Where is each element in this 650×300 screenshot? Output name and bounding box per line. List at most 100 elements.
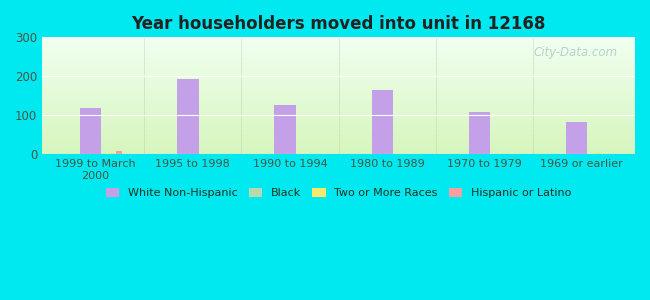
Bar bbox=[42, 142, 635, 143]
Bar bbox=[42, 89, 635, 90]
Bar bbox=[42, 37, 635, 38]
Bar bbox=[177, 79, 199, 154]
Bar bbox=[42, 47, 635, 48]
Bar bbox=[42, 152, 635, 153]
Bar bbox=[42, 86, 635, 87]
Bar bbox=[42, 83, 635, 84]
Bar bbox=[42, 59, 635, 60]
Bar bbox=[42, 121, 635, 122]
Bar bbox=[42, 88, 635, 89]
Bar bbox=[42, 138, 635, 139]
Bar bbox=[42, 45, 635, 46]
Bar bbox=[42, 124, 635, 125]
Bar bbox=[42, 97, 635, 98]
Text: City-Data.com: City-Data.com bbox=[533, 46, 618, 59]
Bar bbox=[42, 153, 635, 154]
Bar bbox=[42, 72, 635, 73]
Bar bbox=[42, 106, 635, 107]
Bar bbox=[42, 94, 635, 95]
Bar bbox=[42, 63, 635, 64]
Bar bbox=[42, 141, 635, 142]
Bar bbox=[42, 58, 635, 59]
Bar bbox=[42, 50, 635, 51]
Bar bbox=[42, 69, 635, 70]
Bar bbox=[42, 61, 635, 62]
Bar bbox=[42, 107, 635, 108]
Bar bbox=[42, 91, 635, 92]
Bar bbox=[42, 42, 635, 43]
Bar bbox=[42, 75, 635, 76]
Bar bbox=[42, 62, 635, 63]
Bar bbox=[42, 93, 635, 94]
Bar bbox=[42, 64, 635, 65]
Bar bbox=[42, 67, 635, 68]
Bar bbox=[42, 131, 635, 132]
Bar bbox=[42, 114, 635, 115]
Bar bbox=[42, 46, 635, 47]
Bar bbox=[42, 105, 635, 106]
Bar bbox=[42, 139, 635, 140]
Title: Year householders moved into unit in 12168: Year householders moved into unit in 121… bbox=[131, 15, 546, 33]
Bar bbox=[42, 145, 635, 146]
Bar bbox=[42, 41, 635, 42]
Bar bbox=[42, 146, 635, 147]
Bar bbox=[42, 90, 635, 91]
Bar bbox=[42, 60, 635, 61]
Bar bbox=[42, 144, 635, 145]
Bar bbox=[42, 103, 635, 104]
Bar bbox=[42, 71, 635, 72]
Bar bbox=[109, 153, 115, 154]
Bar bbox=[42, 49, 635, 50]
Bar bbox=[42, 56, 635, 57]
Bar bbox=[42, 84, 635, 85]
Bar bbox=[42, 135, 635, 136]
Bar bbox=[42, 80, 635, 81]
Bar bbox=[42, 101, 635, 102]
Bar bbox=[42, 92, 635, 93]
Bar bbox=[42, 108, 635, 109]
Bar bbox=[42, 109, 635, 110]
Bar bbox=[42, 128, 635, 129]
Bar bbox=[42, 44, 635, 45]
Bar bbox=[42, 126, 635, 127]
Bar bbox=[42, 104, 635, 105]
Bar bbox=[42, 123, 635, 124]
Bar bbox=[116, 151, 122, 154]
Bar bbox=[42, 68, 635, 69]
Bar bbox=[42, 111, 635, 112]
Bar bbox=[274, 105, 296, 154]
Bar bbox=[42, 51, 635, 52]
Bar bbox=[42, 39, 635, 40]
Bar bbox=[42, 65, 635, 66]
Bar bbox=[42, 81, 635, 82]
Bar bbox=[42, 119, 635, 120]
Bar bbox=[42, 96, 635, 97]
Bar bbox=[42, 102, 635, 103]
Bar bbox=[42, 132, 635, 133]
Bar bbox=[42, 48, 635, 49]
Bar bbox=[42, 148, 635, 149]
Bar bbox=[42, 143, 635, 144]
Bar bbox=[42, 74, 635, 75]
Bar bbox=[42, 53, 635, 54]
Bar bbox=[42, 129, 635, 130]
Bar bbox=[42, 95, 635, 96]
Bar bbox=[42, 115, 635, 116]
Bar bbox=[42, 82, 635, 83]
Bar bbox=[42, 112, 635, 113]
Bar bbox=[42, 116, 635, 117]
Bar bbox=[42, 147, 635, 148]
Bar bbox=[42, 57, 635, 58]
Bar bbox=[42, 66, 635, 67]
Bar bbox=[42, 125, 635, 126]
Bar bbox=[42, 78, 635, 79]
Bar bbox=[42, 150, 635, 151]
Bar bbox=[42, 130, 635, 131]
Bar bbox=[42, 140, 635, 141]
Bar bbox=[42, 98, 635, 99]
Bar bbox=[566, 122, 588, 154]
Bar bbox=[372, 90, 393, 154]
Bar bbox=[42, 52, 635, 53]
Bar bbox=[42, 117, 635, 118]
Legend: White Non-Hispanic, Black, Two or More Races, Hispanic or Latino: White Non-Hispanic, Black, Two or More R… bbox=[101, 183, 576, 202]
